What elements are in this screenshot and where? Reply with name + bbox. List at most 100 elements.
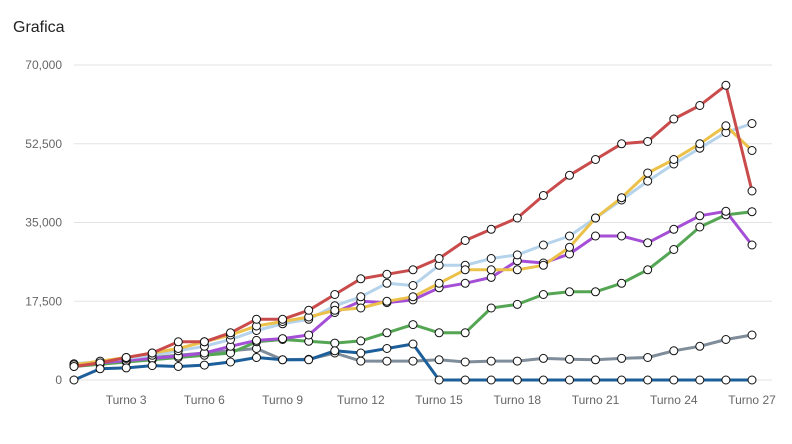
data-point[interactable] (538, 260, 548, 270)
data-point[interactable] (512, 250, 522, 260)
data-point[interactable] (330, 290, 340, 299)
data-point[interactable] (278, 314, 288, 324)
data-point[interactable] (121, 363, 131, 373)
data-point[interactable] (669, 375, 679, 385)
data-point[interactable] (356, 303, 366, 313)
data-point[interactable] (252, 353, 261, 362)
data-point[interactable] (226, 328, 235, 338)
data-point[interactable] (408, 356, 418, 366)
data-point[interactable] (617, 193, 627, 203)
data-point[interactable] (747, 146, 757, 155)
data-point[interactable] (460, 265, 470, 275)
data-point[interactable] (147, 361, 157, 371)
data-point[interactable] (617, 278, 627, 288)
data-point[interactable] (747, 240, 757, 250)
data-point[interactable] (617, 375, 627, 385)
data-point[interactable] (669, 114, 679, 124)
data-point[interactable] (252, 335, 261, 345)
data-point[interactable] (617, 353, 627, 363)
data-point[interactable] (69, 362, 79, 371)
data-point[interactable] (565, 231, 574, 241)
data-point[interactable] (695, 222, 705, 232)
data-point[interactable] (695, 101, 705, 110)
data-point[interactable] (460, 278, 470, 288)
data-point[interactable] (147, 348, 157, 358)
data-point[interactable] (252, 314, 261, 324)
data-point[interactable] (434, 375, 444, 385)
data-point[interactable] (304, 355, 314, 365)
data-point[interactable] (486, 303, 496, 313)
data-point[interactable] (486, 224, 496, 234)
data-point[interactable] (591, 155, 600, 164)
data-point[interactable] (460, 375, 470, 385)
data-point[interactable] (669, 155, 679, 164)
data-point[interactable] (591, 355, 600, 365)
data-point[interactable] (512, 299, 522, 309)
data-point[interactable] (538, 240, 548, 250)
data-point[interactable] (382, 328, 392, 338)
data-point[interactable] (460, 357, 470, 367)
data-point[interactable] (721, 206, 731, 216)
data-point[interactable] (643, 238, 653, 248)
data-point[interactable] (538, 191, 548, 200)
data-point[interactable] (95, 364, 105, 374)
data-point[interactable] (382, 356, 392, 366)
data-point[interactable] (721, 121, 731, 131)
data-point[interactable] (226, 357, 235, 367)
data-point[interactable] (356, 274, 366, 284)
data-point[interactable] (643, 375, 653, 385)
data-point[interactable] (173, 362, 183, 371)
data-point[interactable] (591, 231, 600, 241)
data-point[interactable] (695, 139, 705, 149)
data-point[interactable] (695, 211, 705, 221)
data-point[interactable] (565, 354, 574, 364)
data-point[interactable] (512, 356, 522, 366)
data-point[interactable] (486, 265, 496, 275)
data-point[interactable] (330, 346, 340, 356)
data-point[interactable] (199, 337, 209, 347)
data-point[interactable] (747, 207, 757, 217)
data-point[interactable] (512, 375, 522, 385)
data-point[interactable] (408, 320, 418, 330)
data-point[interactable] (304, 330, 314, 340)
data-point[interactable] (747, 375, 757, 385)
data-point[interactable] (565, 375, 574, 385)
data-point[interactable] (304, 305, 314, 315)
data-point[interactable] (617, 139, 627, 149)
data-point[interactable] (721, 375, 731, 385)
data-point[interactable] (643, 168, 653, 178)
data-point[interactable] (434, 328, 444, 338)
data-point[interactable] (669, 224, 679, 234)
data-point[interactable] (721, 335, 731, 344)
data-point[interactable] (382, 278, 392, 288)
data-point[interactable] (69, 375, 79, 385)
data-point[interactable] (565, 170, 574, 180)
data-point[interactable] (434, 278, 444, 288)
data-point[interactable] (643, 265, 653, 275)
data-point[interactable] (199, 360, 209, 370)
data-point[interactable] (695, 341, 705, 351)
data-point[interactable] (278, 334, 288, 344)
data-point[interactable] (591, 213, 600, 223)
data-point[interactable] (434, 254, 444, 263)
data-point[interactable] (617, 231, 627, 241)
data-point[interactable] (382, 296, 392, 306)
data-point[interactable] (173, 337, 183, 347)
data-point[interactable] (408, 281, 418, 290)
data-point[interactable] (565, 242, 574, 252)
data-point[interactable] (460, 328, 470, 338)
data-point[interactable] (669, 346, 679, 356)
data-point[interactable] (382, 269, 392, 279)
data-point[interactable] (721, 80, 731, 90)
data-point[interactable] (408, 265, 418, 275)
data-point[interactable] (643, 353, 653, 362)
data-point[interactable] (330, 305, 340, 315)
data-point[interactable] (565, 287, 574, 297)
data-point[interactable] (747, 186, 757, 196)
data-point[interactable] (486, 254, 496, 263)
data-point[interactable] (591, 287, 600, 297)
data-point[interactable] (460, 236, 470, 245)
data-point[interactable] (330, 338, 340, 348)
data-point[interactable] (278, 355, 288, 365)
data-point[interactable] (538, 375, 548, 385)
